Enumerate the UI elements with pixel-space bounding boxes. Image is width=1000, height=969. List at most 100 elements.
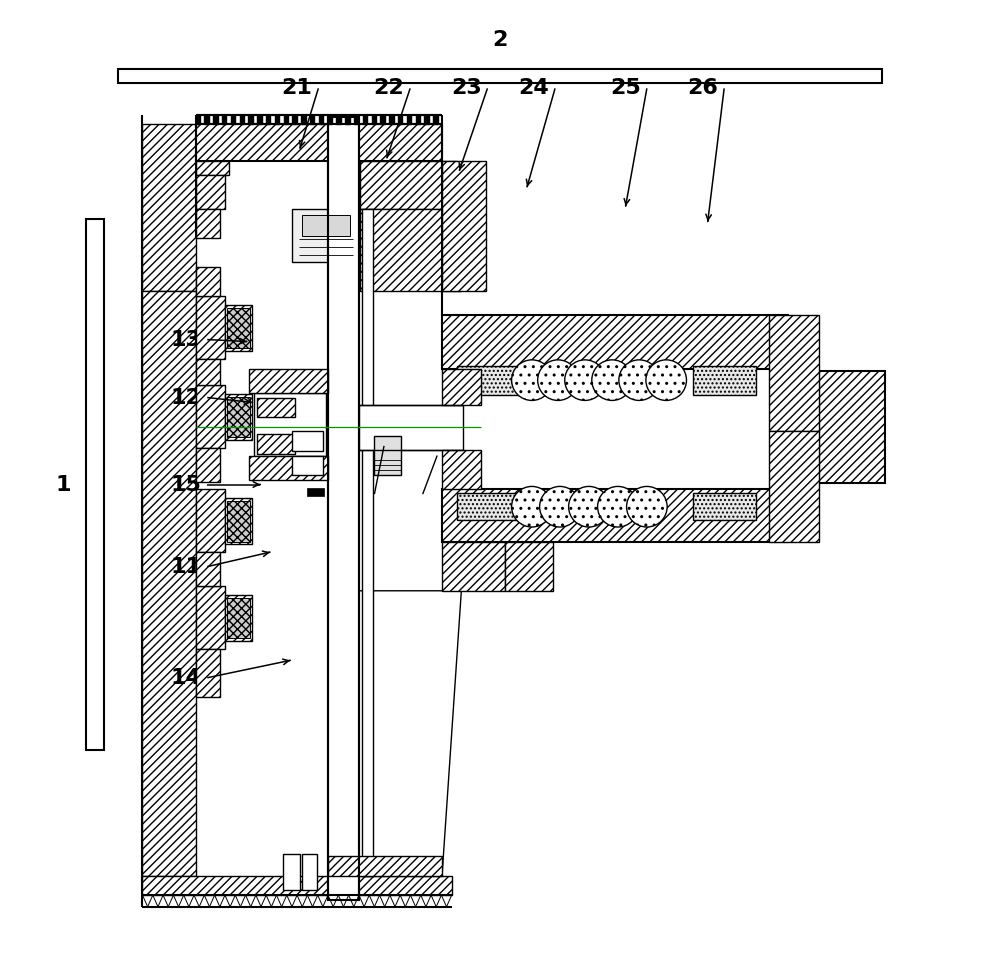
Bar	[249, 368, 328, 392]
Bar	[292, 455, 323, 475]
Circle shape	[619, 359, 659, 400]
Text: 23: 23	[451, 78, 482, 98]
Bar	[257, 434, 295, 453]
Polygon shape	[257, 115, 262, 124]
Polygon shape	[336, 115, 341, 124]
Polygon shape	[301, 115, 306, 124]
Bar	[196, 175, 225, 209]
Bar	[819, 371, 885, 483]
Bar	[360, 209, 461, 292]
Circle shape	[627, 486, 667, 527]
Bar	[196, 161, 229, 175]
Bar	[142, 292, 196, 876]
Polygon shape	[416, 115, 420, 124]
Bar	[196, 489, 225, 552]
Text: 2: 2	[492, 30, 508, 50]
Polygon shape	[266, 115, 270, 124]
Bar	[442, 161, 486, 292]
Bar	[302, 215, 350, 236]
Text: 11: 11	[170, 556, 201, 577]
Bar	[196, 649, 220, 697]
Bar	[328, 857, 442, 876]
Bar	[196, 209, 220, 238]
Polygon shape	[328, 591, 461, 876]
Polygon shape	[275, 115, 279, 124]
Polygon shape	[372, 115, 376, 124]
Bar	[442, 450, 481, 489]
Bar	[196, 448, 220, 482]
Text: 15: 15	[171, 475, 201, 494]
Bar	[196, 297, 225, 359]
Text: 22: 22	[374, 78, 404, 98]
Bar	[254, 392, 326, 455]
Bar	[442, 489, 788, 543]
Bar	[142, 124, 196, 292]
Polygon shape	[196, 115, 200, 124]
Polygon shape	[407, 115, 411, 124]
Polygon shape	[319, 115, 323, 124]
Circle shape	[512, 359, 552, 400]
Bar	[225, 305, 252, 351]
Bar	[442, 316, 788, 368]
Polygon shape	[424, 115, 429, 124]
Bar	[196, 385, 225, 448]
Polygon shape	[292, 115, 297, 124]
Bar	[457, 365, 519, 394]
Bar	[196, 267, 220, 297]
Bar	[505, 543, 553, 591]
Bar	[769, 316, 819, 431]
Polygon shape	[328, 115, 332, 124]
Circle shape	[565, 359, 605, 400]
Bar	[360, 161, 457, 209]
Polygon shape	[433, 115, 438, 124]
Bar	[362, 209, 373, 876]
Bar	[196, 586, 225, 649]
Bar	[283, 854, 300, 891]
Text: 21: 21	[282, 78, 313, 98]
Text: 25: 25	[610, 78, 641, 98]
Circle shape	[598, 486, 638, 527]
Text: 1: 1	[56, 475, 71, 494]
Polygon shape	[354, 115, 358, 124]
Polygon shape	[248, 115, 253, 124]
Circle shape	[538, 359, 578, 400]
Bar	[225, 393, 252, 440]
Bar	[227, 396, 250, 437]
Bar	[292, 209, 357, 263]
Bar	[196, 359, 220, 385]
Bar	[196, 124, 442, 161]
Bar	[374, 436, 401, 475]
Circle shape	[569, 486, 609, 527]
Text: 24: 24	[518, 78, 549, 98]
Bar	[442, 543, 505, 591]
Bar	[196, 552, 220, 586]
Polygon shape	[284, 115, 288, 124]
Circle shape	[646, 359, 686, 400]
Bar	[442, 368, 788, 489]
Bar	[328, 117, 359, 900]
Bar	[225, 595, 252, 641]
Bar	[693, 493, 756, 520]
Bar	[769, 431, 819, 543]
Bar	[257, 397, 295, 417]
Bar	[227, 598, 250, 639]
Polygon shape	[345, 115, 350, 124]
Polygon shape	[389, 115, 394, 124]
Bar	[442, 368, 481, 405]
Text: 14: 14	[171, 668, 201, 688]
Polygon shape	[398, 115, 402, 124]
Text: 26: 26	[687, 78, 718, 98]
Bar	[307, 488, 324, 496]
Circle shape	[592, 359, 632, 400]
Bar	[693, 365, 756, 394]
Bar	[227, 501, 250, 542]
Bar	[225, 498, 252, 545]
Polygon shape	[231, 115, 235, 124]
Circle shape	[540, 486, 580, 527]
Bar	[457, 493, 519, 520]
Text: 12: 12	[171, 388, 201, 408]
Bar	[227, 308, 250, 348]
Polygon shape	[240, 115, 244, 124]
Text: 13: 13	[171, 329, 201, 350]
Polygon shape	[363, 115, 367, 124]
